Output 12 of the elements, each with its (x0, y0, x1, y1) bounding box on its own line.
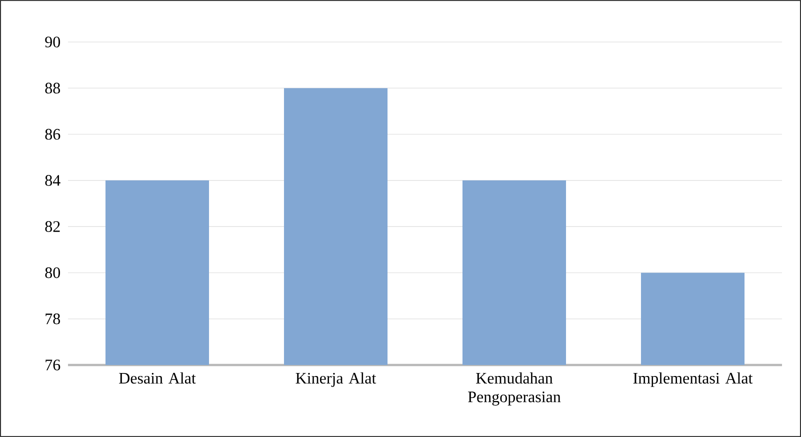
y-tick-label: 82 (45, 221, 60, 232)
y-tick-label: 84 (45, 175, 60, 186)
y-tick-label: 78 (46, 313, 60, 324)
y-tick-label: 80 (45, 267, 60, 278)
x-tick-label: Desain Alat (119, 372, 196, 384)
x-tick-label: Implementasi Alat (633, 372, 753, 387)
x-tick-label: Kemudahan Pengoperasian (468, 372, 561, 406)
y-tick-label: 86 (45, 128, 60, 140)
y-tick-label: 90 (45, 36, 60, 48)
y-tick-label: 88 (45, 82, 60, 94)
x-tick-label: Kinerja Alat (296, 372, 376, 387)
y-tick-label: 76 (46, 360, 60, 370)
